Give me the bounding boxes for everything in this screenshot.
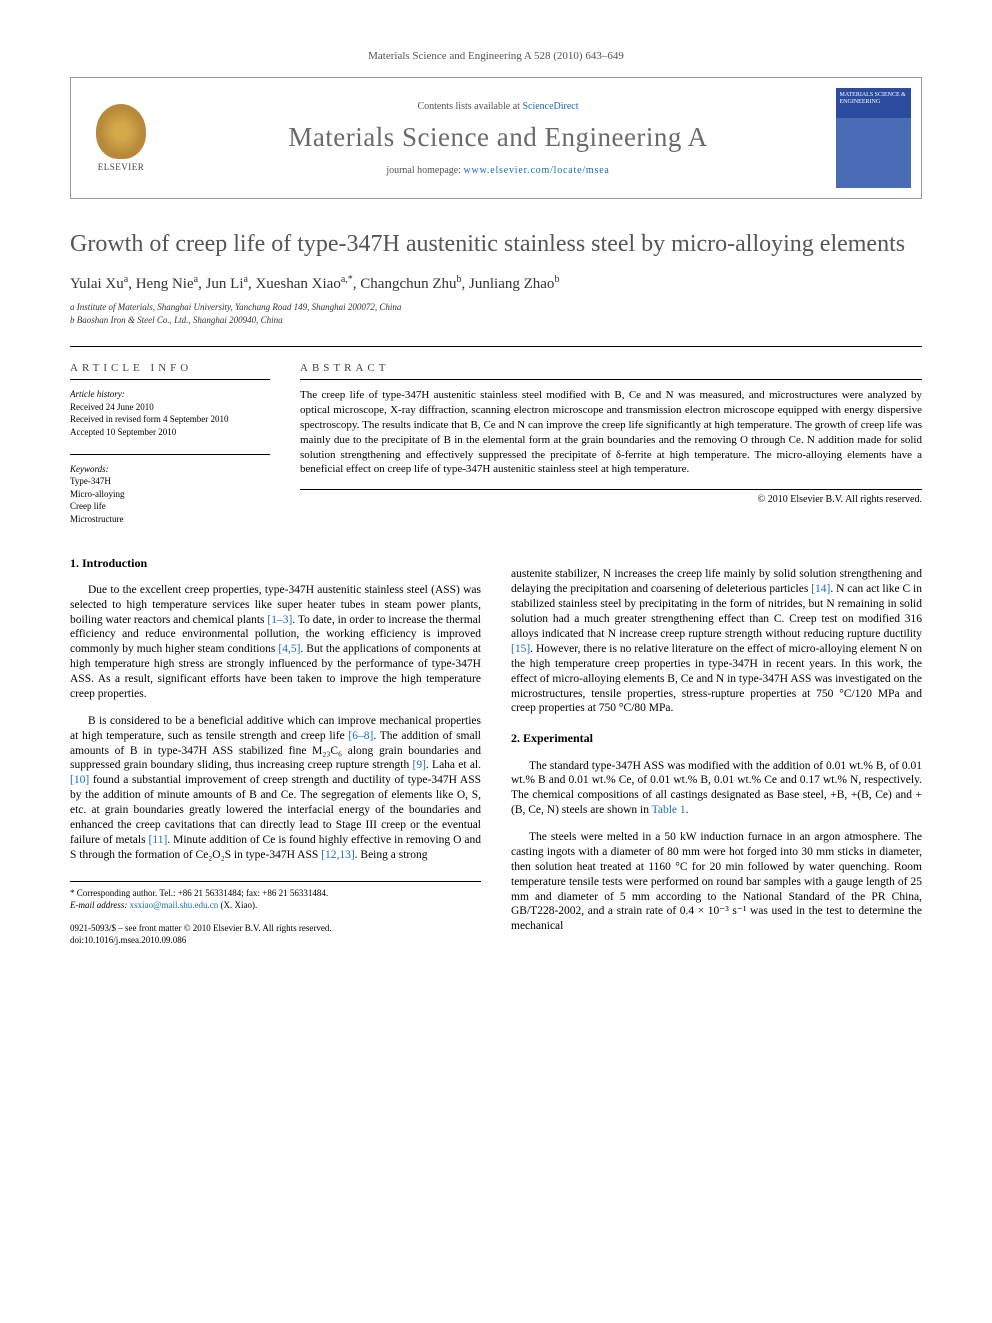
elsevier-logo: ELSEVIER: [71, 78, 171, 198]
homepage-link[interactable]: www.elsevier.com/locate/msea: [464, 165, 610, 176]
corr-email-link[interactable]: xsxiao@mail.shu.edu.cn: [130, 900, 219, 910]
contents-available-line: Contents lists available at ScienceDirec…: [417, 101, 578, 112]
sciencedirect-link[interactable]: ScienceDirect: [522, 101, 578, 112]
corr-author-line: * Corresponding author. Tel.: +86 21 563…: [70, 888, 481, 900]
revised-date: Received in revised form 4 September 201…: [70, 413, 270, 426]
abstract-text: The creep life of type-347H austenitic s…: [300, 388, 922, 490]
journal-header-box: ELSEVIER Contents lists available at Sci…: [70, 77, 922, 199]
experimental-heading: 2. Experimental: [511, 731, 922, 747]
intro-heading: 1. Introduction: [70, 556, 481, 572]
keyword: Type-347H: [70, 475, 270, 488]
history-label: Article history:: [70, 388, 270, 401]
affiliation-b: b Baoshan Iron & Steel Co., Ltd., Shangh…: [70, 314, 922, 327]
left-column: 1. Introduction Due to the excellent cre…: [70, 556, 481, 947]
intro-p2: B is considered to be a beneficial addit…: [70, 714, 481, 863]
email-label: E-mail address:: [70, 900, 130, 910]
keywords-label: Keywords:: [70, 463, 270, 476]
abstract-column: ABSTRACT The creep life of type-347H aus…: [300, 362, 922, 525]
homepage-pre: journal homepage:: [386, 165, 463, 176]
affiliations: a Institute of Materials, Shanghai Unive…: [70, 301, 922, 326]
right-column: austenite stabilizer, N increases the cr…: [511, 556, 922, 947]
abstract-heading: ABSTRACT: [300, 362, 922, 380]
article-info-heading: ARTICLE INFO: [70, 362, 270, 380]
keyword: Micro-alloying: [70, 488, 270, 501]
cover-title-text: MATERIALS SCIENCE & ENGINEERING: [840, 92, 907, 105]
exp-p1: The standard type-347H ASS was modified …: [511, 759, 922, 819]
doi-line: doi:10.1016/j.msea.2010.09.086: [70, 935, 481, 947]
corresponding-footnote: * Corresponding author. Tel.: +86 21 563…: [70, 881, 481, 911]
keyword: Microstructure: [70, 513, 270, 526]
received-date: Received 24 June 2010: [70, 401, 270, 414]
email-suffix: (X. Xiao).: [218, 900, 257, 910]
intro-p1: Due to the excellent creep properties, t…: [70, 583, 481, 703]
front-matter-line: 0921-5093/$ – see front matter © 2010 El…: [70, 923, 481, 946]
elsevier-label: ELSEVIER: [98, 162, 145, 172]
affiliation-a: a Institute of Materials, Shanghai Unive…: [70, 301, 922, 314]
issn-copyright: 0921-5093/$ – see front matter © 2010 El…: [70, 923, 481, 935]
col2-p1: austenite stabilizer, N increases the cr…: [511, 567, 922, 716]
elsevier-tree-icon: [96, 104, 146, 159]
exp-p2: The steels were melted in a 50 kW induct…: [511, 830, 922, 935]
journal-citation: Materials Science and Engineering A 528 …: [70, 50, 922, 62]
author-list: Yulai Xua, Heng Niea, Jun Lia, Xueshan X…: [70, 274, 922, 293]
journal-cover-thumb: MATERIALS SCIENCE & ENGINEERING: [825, 78, 921, 198]
abstract-copyright: © 2010 Elsevier B.V. All rights reserved…: [300, 494, 922, 505]
accepted-date: Accepted 10 September 2010: [70, 426, 270, 439]
article-info: ARTICLE INFO Article history: Received 2…: [70, 362, 270, 525]
article-title: Growth of creep life of type-347H austen…: [70, 229, 922, 259]
keyword: Creep life: [70, 500, 270, 513]
contents-pre: Contents lists available at: [417, 101, 522, 112]
homepage-line: journal homepage: www.elsevier.com/locat…: [386, 165, 609, 176]
cover-image: MATERIALS SCIENCE & ENGINEERING: [836, 88, 911, 188]
journal-name: Materials Science and Engineering A: [288, 122, 707, 153]
